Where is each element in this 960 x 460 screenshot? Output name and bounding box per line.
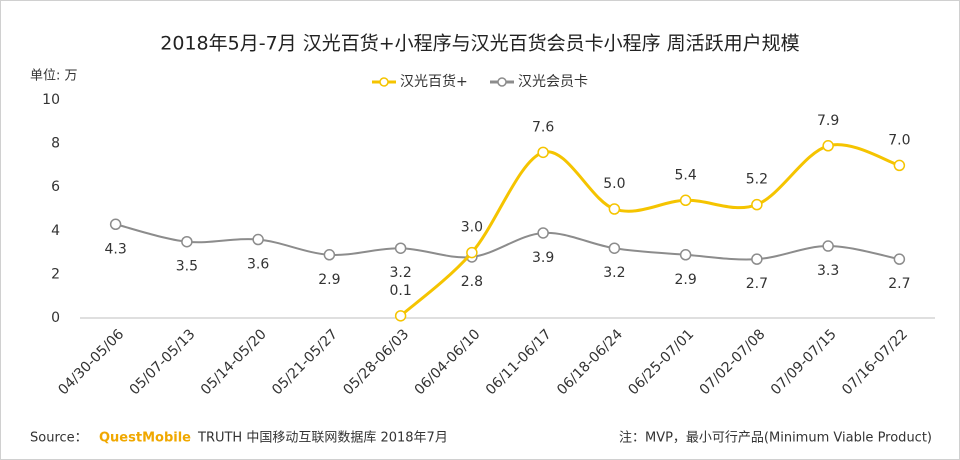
y-tick-label: 10	[42, 92, 60, 108]
point	[893, 253, 906, 265]
data-label: 7.6	[532, 119, 554, 135]
data-label: 2.7	[888, 276, 910, 292]
data-label: 3.6	[247, 257, 269, 273]
data-label: 2.9	[674, 272, 696, 288]
point	[323, 249, 336, 261]
data-label: 3.5	[176, 259, 198, 275]
point	[394, 242, 407, 254]
point	[608, 242, 621, 254]
note: 注：MVP，最小可行产品(Minimum Viable Product)	[619, 431, 932, 446]
point	[466, 246, 478, 259]
point	[751, 253, 763, 265]
source-brand: QuestMobile	[99, 431, 191, 446]
series-line	[115, 223, 900, 261]
point	[181, 235, 193, 248]
point	[109, 218, 122, 231]
y-tick-label: 0	[51, 310, 60, 326]
point	[537, 146, 549, 159]
data-label: 7.0	[888, 132, 910, 148]
data-label: 5.4	[674, 167, 696, 183]
point	[394, 310, 407, 322]
source-prefix: Source：	[30, 431, 88, 446]
legend-marker	[379, 77, 389, 87]
legend-marker	[497, 77, 507, 87]
y-tick-label: 2	[51, 266, 60, 282]
chart-title: 2018年5月-7月 汉光百货+小程序与汉光百货会员卡小程序 周活跃用户规模	[160, 33, 799, 55]
data-label: 7.9	[817, 113, 839, 129]
data-label: 3.2	[603, 265, 625, 281]
data-label: 5.2	[746, 172, 768, 188]
data-label: 3.3	[817, 263, 839, 279]
data-label: 3.0	[461, 220, 483, 236]
data-label: 3.9	[532, 250, 554, 266]
y-tick-label: 6	[51, 179, 60, 195]
point	[822, 140, 834, 152]
legend-label: 汉光会员卡	[518, 74, 588, 90]
point	[679, 194, 692, 207]
legend-label: 汉光百货+	[400, 73, 468, 90]
point	[822, 240, 834, 252]
point	[751, 198, 763, 211]
y-tick-label: 8	[51, 136, 60, 152]
y-unit: 单位: 万	[30, 69, 78, 84]
data-label: 2.7	[746, 276, 768, 292]
data-label: 4.3	[104, 241, 126, 257]
data-label: 5.0	[603, 176, 625, 192]
data-label: 0.1	[389, 283, 411, 299]
data-label: 2.9	[318, 272, 340, 288]
point	[252, 233, 264, 246]
point	[537, 227, 549, 239]
source-rest: TRUTH 中国移动互联网数据库 2018年7月	[197, 430, 448, 446]
series-line	[399, 143, 900, 317]
data-label: 3.2	[389, 265, 411, 281]
point	[893, 159, 906, 172]
point	[679, 249, 692, 261]
point	[608, 203, 621, 215]
y-tick-label: 4	[51, 223, 60, 239]
data-label: 2.8	[461, 274, 483, 290]
